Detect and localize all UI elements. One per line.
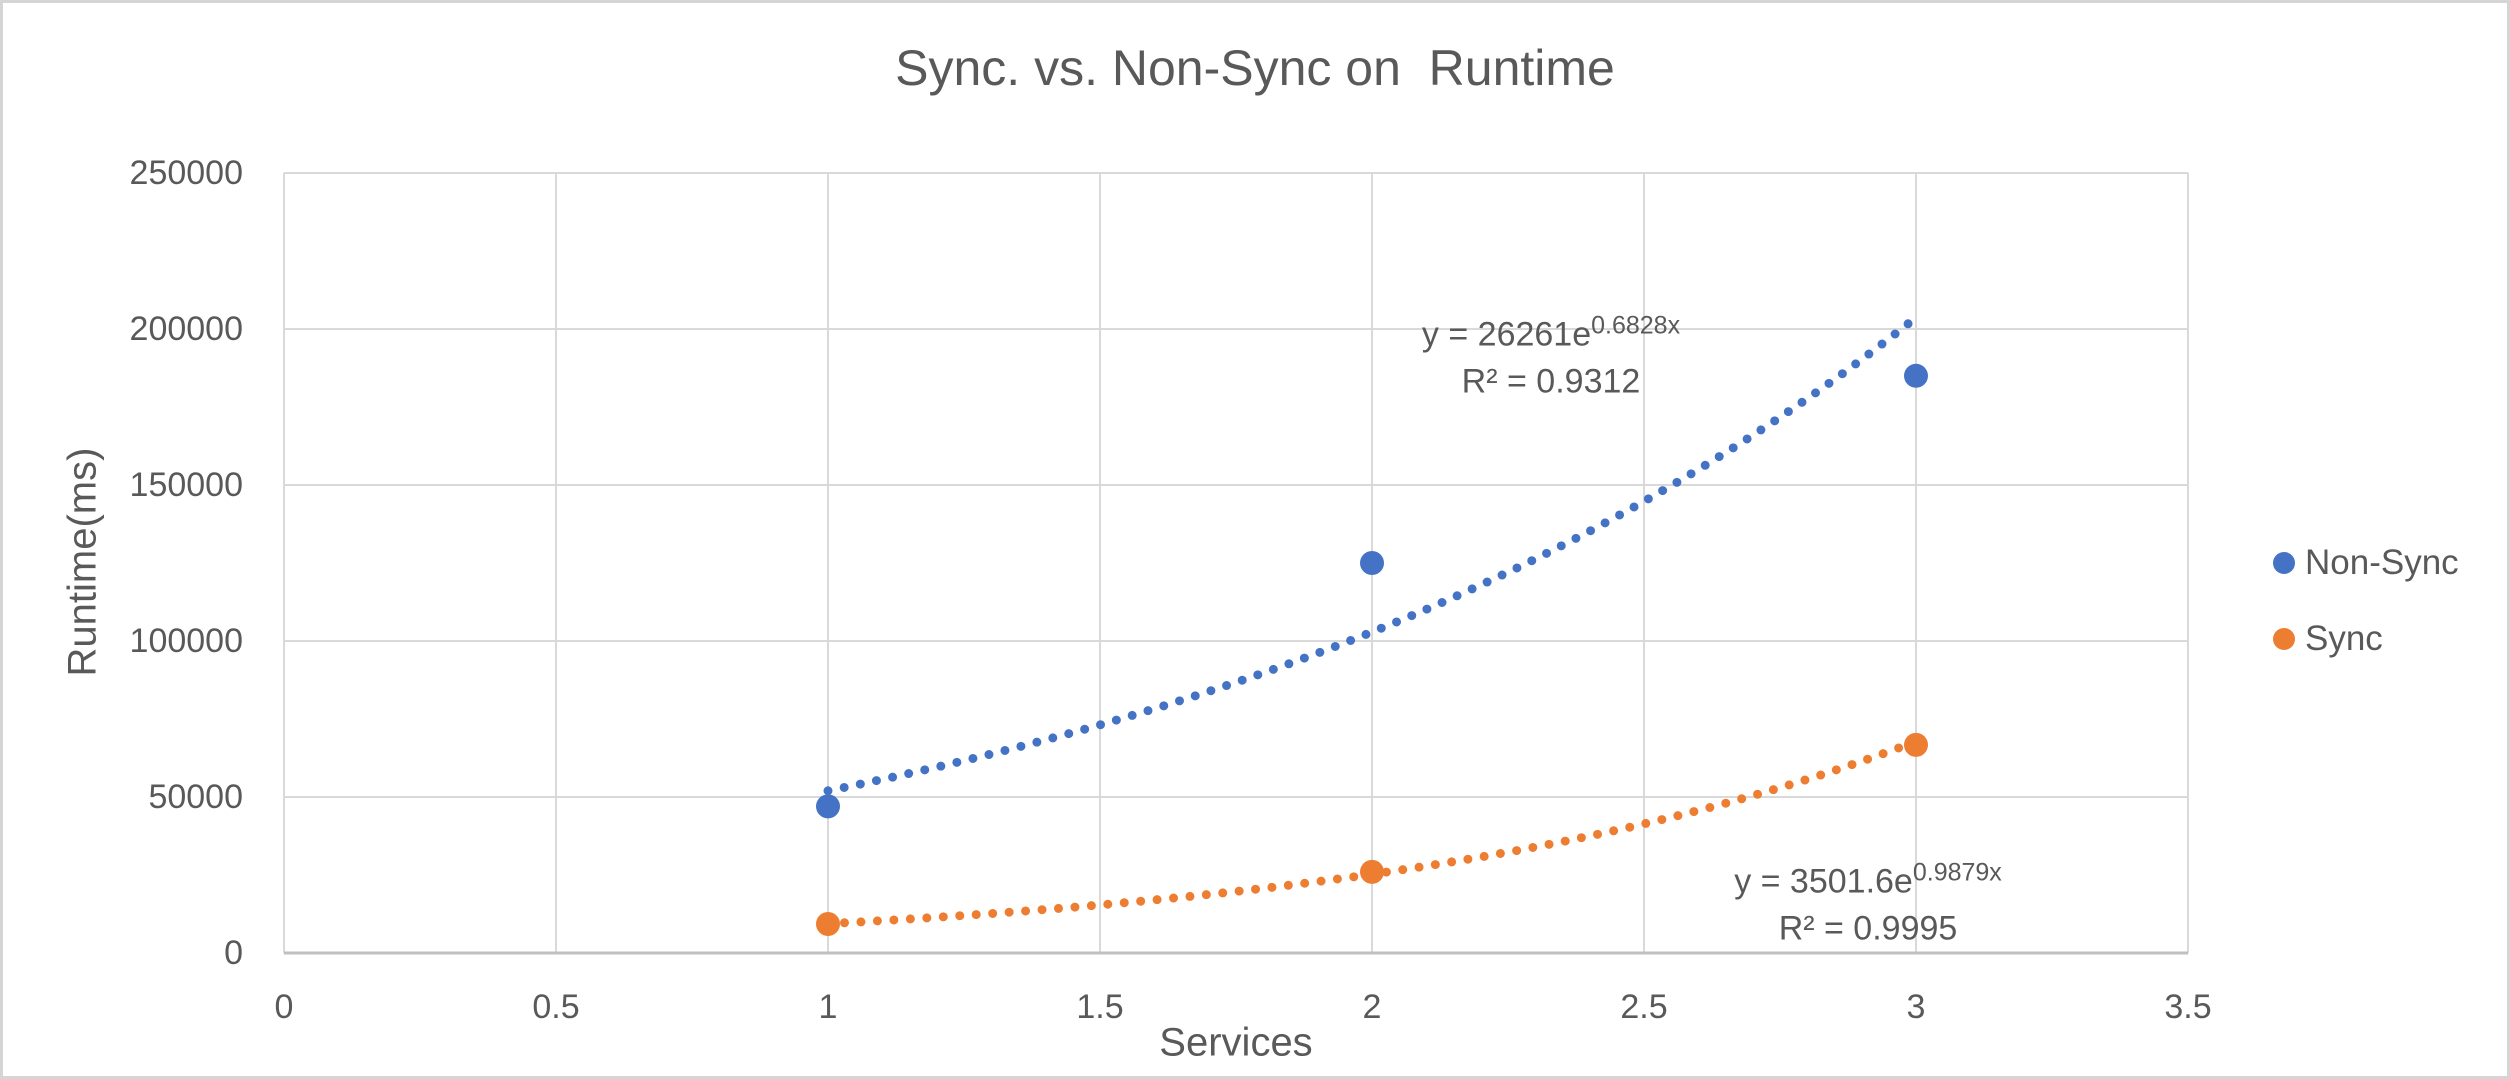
trendline-formula-non-sync: y = 26261e0.6828x: [1421, 311, 1681, 354]
legend-marker-non-sync-icon: [2273, 552, 2295, 574]
x-axis-tick-label: 3.5: [2164, 988, 2212, 1026]
trendline-equation-sync: y = 3501.6e0.9879x R² = 0.9995: [1734, 849, 2002, 952]
data-point-non-sync: [1904, 363, 1928, 388]
data-point-non-sync: [1360, 551, 1384, 575]
data-point-sync: [816, 911, 840, 936]
legend-label-sync: Sync: [2305, 619, 2383, 658]
y-axis-tick-label: 50000: [148, 778, 243, 816]
x-axis-tick-label: 0.5: [532, 988, 580, 1026]
x-axis-title: Services: [1159, 1020, 1313, 1065]
legend-label-non-sync: Non-Sync: [2305, 543, 2459, 582]
legend-marker-sync-icon: [2273, 628, 2295, 650]
trendline-equation-non-sync: y = 26261e0.6828x R² = 0.9312: [1422, 302, 1680, 405]
y-axis-tick-label: 200000: [129, 310, 243, 348]
scatter-plot-canvas: [283, 172, 2189, 955]
y-axis-tick-label: 250000: [129, 154, 243, 192]
data-point-sync: [1904, 732, 1928, 757]
legend-item-sync: Sync: [2273, 618, 2383, 660]
x-axis-tick-label: 2.5: [1620, 988, 1668, 1026]
legend-item-non-sync: Non-Sync: [2273, 542, 2459, 584]
x-axis-tick-label: 0: [274, 988, 294, 1026]
trendline-r2-non-sync: R² = 0.9312: [1461, 362, 1641, 401]
x-axis-tick-label: 2: [1362, 988, 1382, 1026]
chart-title: Sync. vs. Non-Sync on Runtime: [895, 40, 1615, 96]
x-axis-tick-label: 3: [1906, 988, 1926, 1026]
y-axis-tick-label: 0: [224, 934, 243, 972]
y-axis-tick-label: 100000: [129, 622, 243, 660]
x-axis-tick-label: 1.5: [1076, 988, 1124, 1026]
trendline-formula-sync: y = 3501.6e0.9879x: [1734, 858, 2002, 901]
trendline-non-sync: [823, 313, 1921, 796]
x-axis-tick-label: 1: [818, 988, 838, 1026]
data-point-non-sync: [816, 794, 840, 819]
trendline-r2-sync: R² = 0.9995: [1778, 909, 1958, 948]
y-axis-tick-label: 150000: [129, 466, 243, 504]
data-point-sync: [1360, 859, 1384, 884]
